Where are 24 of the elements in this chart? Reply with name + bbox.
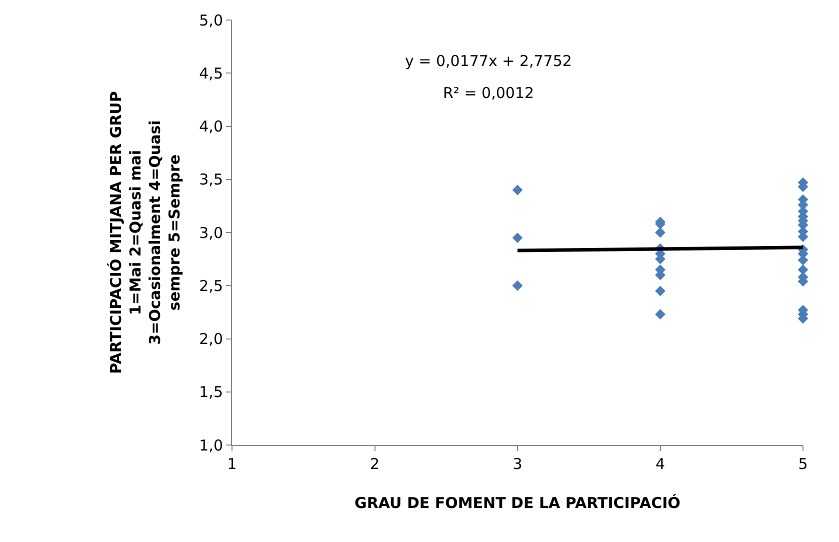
x-tick-label: 3 <box>512 455 522 473</box>
y-tick-label: 2,0 <box>199 330 223 348</box>
y-tick-label: 3,5 <box>199 170 223 189</box>
point <box>655 309 666 320</box>
y-tick-label: 2,5 <box>199 276 223 295</box>
y-tick-label: 5,0 <box>199 11 223 30</box>
y-axis-title: PARTICIPACIÓ MITJANA PER GRUP 1=Mai 2=Quasi mai 3=Ocasionalment 4=Quasi sempre 5=Sempre <box>106 91 184 374</box>
y-tick-label: 1,5 <box>199 383 223 402</box>
point <box>655 227 666 238</box>
x-tick-label: 1 <box>227 455 237 473</box>
y-tick-label: 4,0 <box>199 118 223 136</box>
y-tick-label: 1,0 <box>199 436 223 454</box>
x-tick-label: 5 <box>798 455 808 473</box>
annotation: y = 0,0177x + 2,7752 <box>405 52 572 70</box>
point <box>655 286 666 296</box>
x-axis-title: GRAU DE FOMENT DE LA PARTICIPACIÓ <box>354 494 680 512</box>
point <box>512 232 523 244</box>
x-tick-label: 4 <box>655 455 666 473</box>
y-tick-label: 4,5 <box>199 64 223 82</box>
annotation: R² = 0,0012 <box>443 84 534 102</box>
point <box>512 184 523 196</box>
y-tick-label: 3,0 <box>199 224 223 242</box>
x-tick-label: 2 <box>370 455 380 473</box>
point <box>512 280 523 291</box>
